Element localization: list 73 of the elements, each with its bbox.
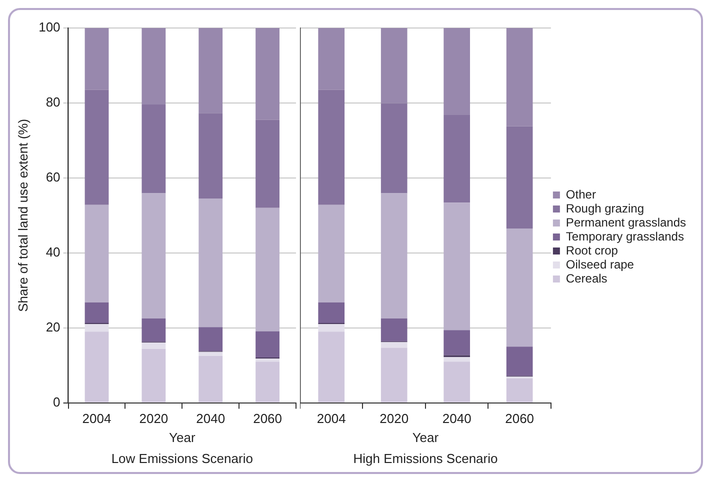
bar <box>198 28 223 114</box>
bar <box>506 228 533 347</box>
bar <box>198 356 223 402</box>
bar <box>318 324 345 332</box>
legend-label: Rough grazing <box>566 201 644 216</box>
bar <box>380 318 408 342</box>
bar <box>84 324 109 332</box>
bar <box>444 202 470 330</box>
bar <box>380 28 408 104</box>
y-axis-title: Share of total land use extent (%) <box>15 118 30 312</box>
bar <box>142 104 166 194</box>
x-tick-label: 2060 <box>253 411 282 426</box>
bar <box>84 28 109 90</box>
bar <box>318 204 345 302</box>
y-tick-label: 20 <box>46 319 60 334</box>
bar <box>506 126 533 229</box>
bar <box>444 362 470 402</box>
bar <box>198 198 223 328</box>
bar <box>444 114 470 203</box>
bar <box>198 327 223 352</box>
y-tick-label: 60 <box>46 170 60 184</box>
bar <box>256 331 280 358</box>
bar <box>256 208 280 332</box>
bar <box>84 90 109 205</box>
bar <box>84 204 109 302</box>
bar <box>506 28 533 126</box>
bar <box>444 28 470 115</box>
bar <box>142 342 166 349</box>
bar <box>256 120 280 208</box>
bar <box>444 357 470 362</box>
bar <box>380 103 408 194</box>
bar <box>142 193 166 318</box>
x-tick-label: 2004 <box>316 411 346 426</box>
bar <box>142 318 166 342</box>
bar <box>380 348 408 402</box>
y-tick-label: 100 <box>38 20 60 35</box>
bar <box>84 302 109 323</box>
x-tick-label: 2060 <box>505 411 534 426</box>
bar <box>318 332 345 402</box>
legend-label: Other <box>566 187 596 202</box>
x-axis-title: Year <box>169 430 196 445</box>
y-tick-label: 40 <box>46 244 60 260</box>
legend-label: Temporary grasslands <box>566 229 684 244</box>
y-tick-label: 80 <box>46 94 60 110</box>
bar <box>142 28 166 104</box>
x-tick-label: 2040 <box>196 411 226 426</box>
legend-label: Permanent grasslands <box>566 215 686 230</box>
legend-label: Root crop <box>566 243 618 258</box>
bar <box>198 352 223 356</box>
text: Low Emissions Scenario <box>111 451 253 466</box>
legend-label: Cereals <box>566 271 608 286</box>
bar <box>506 378 533 402</box>
bar <box>318 28 345 90</box>
x-tick-label: 2020 <box>380 411 409 426</box>
bar <box>444 330 470 356</box>
x-tick-label: 2040 <box>442 411 472 426</box>
bar <box>198 113 223 199</box>
y-tick-label: 0 <box>53 394 60 410</box>
bar <box>380 193 408 318</box>
bar <box>506 346 533 376</box>
x-tick-label: 2020 <box>139 411 168 426</box>
bar <box>256 28 280 120</box>
bar <box>256 362 280 402</box>
text: High Emissions Scenario <box>353 451 498 466</box>
bar <box>318 302 345 323</box>
legend-label: Oilseed rape <box>566 257 634 272</box>
bar <box>84 332 109 402</box>
bar <box>318 90 345 205</box>
x-tick-label: 2004 <box>82 411 112 426</box>
bar <box>142 348 166 402</box>
x-axis-title: Year <box>412 430 440 445</box>
bar <box>256 358 280 362</box>
bar <box>380 342 408 348</box>
